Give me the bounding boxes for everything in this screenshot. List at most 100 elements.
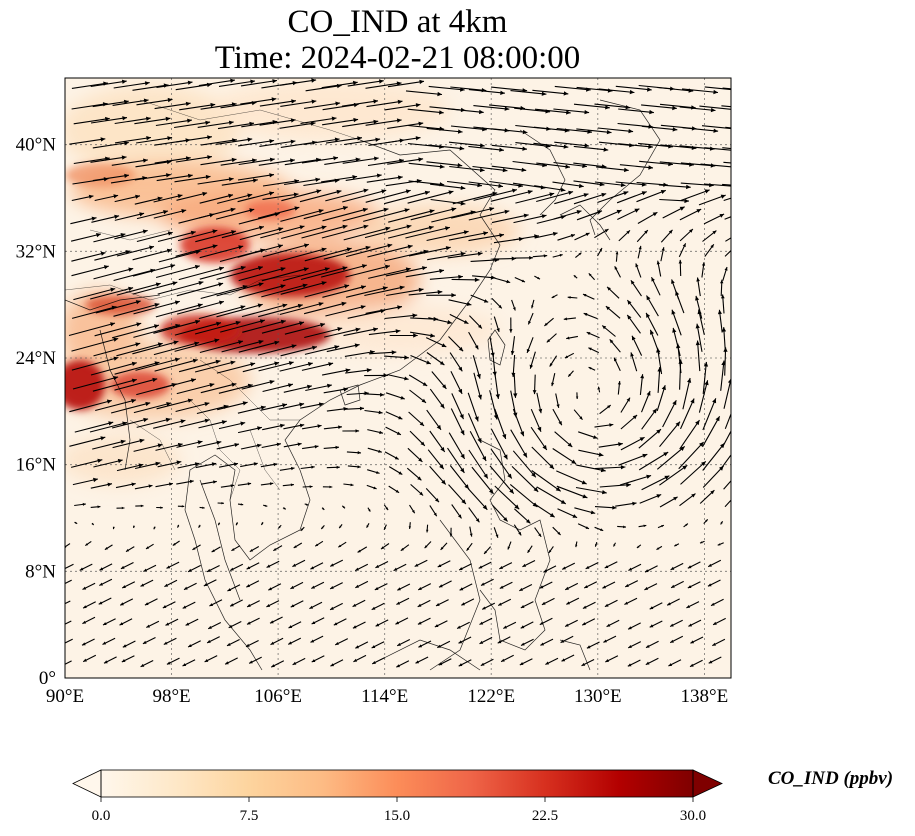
wind-arrow-shaft xyxy=(638,428,662,449)
lat-tick-label: 24°N xyxy=(16,348,57,369)
wind-arrow-shaft xyxy=(200,383,237,394)
wind-arrow-head xyxy=(58,604,62,607)
wind-arrow-shaft xyxy=(74,421,114,433)
wind-arrow-head xyxy=(357,136,362,141)
wind-arrow-shaft xyxy=(408,124,445,130)
wind-arrow-head xyxy=(110,322,115,327)
wind-arrow-shaft xyxy=(368,267,411,279)
wind-arrow-head xyxy=(598,452,604,457)
wind-arrow-shaft xyxy=(116,342,163,357)
wind-arrow-shaft xyxy=(366,100,403,108)
wind-arrow-shaft xyxy=(489,104,526,110)
wind-arrow-head xyxy=(512,188,517,193)
wind-arrow-shaft xyxy=(533,126,570,132)
wind-arrow-head xyxy=(439,464,444,470)
wind-arrow-head xyxy=(400,547,404,551)
wind-arrow-head xyxy=(439,268,444,274)
wind-arrow-head xyxy=(687,585,692,588)
wind-arrow-head xyxy=(271,97,277,102)
wind-arrow-head xyxy=(293,545,297,548)
wind-arrow-head xyxy=(140,583,145,587)
wind-arrow-head xyxy=(723,347,728,352)
wind-arrow-head xyxy=(715,416,720,422)
wind-arrow-shaft xyxy=(448,141,485,147)
wind-arrow-head xyxy=(632,335,636,341)
wind-arrow-head xyxy=(602,490,607,495)
wind-arrow-shaft xyxy=(199,245,244,259)
wind-arrow-head xyxy=(249,660,253,664)
wind-arrow-head xyxy=(754,89,759,93)
wind-arrow-head xyxy=(310,639,315,643)
wind-arrow-shaft xyxy=(304,247,352,262)
wind-arrow-head xyxy=(672,105,677,111)
lon-tick-label: 90°E xyxy=(46,686,84,707)
wind-arrow-shaft xyxy=(641,104,677,109)
wind-arrow-shaft xyxy=(280,209,324,222)
wind-arrow-shaft xyxy=(93,459,123,468)
wind-arrow-head xyxy=(144,602,149,606)
wind-arrow-shaft xyxy=(347,80,384,87)
wind-arrow-head xyxy=(128,267,134,272)
wind-arrow-shaft xyxy=(71,337,119,352)
wind-arrow-shaft xyxy=(344,138,381,146)
wind-arrow-shaft xyxy=(680,182,714,187)
wind-arrow-shaft xyxy=(136,98,173,106)
wind-arrow-head xyxy=(269,482,274,486)
wind-arrow-head xyxy=(543,254,548,258)
wind-arrow-head xyxy=(350,483,354,487)
wind-arrow-head xyxy=(606,623,611,627)
wind-arrow-head xyxy=(531,305,534,309)
wind-arrow-shaft xyxy=(723,197,731,202)
wind-arrow-head xyxy=(613,544,616,547)
wind-arrow-shaft xyxy=(553,161,587,168)
wind-arrow-head xyxy=(527,549,531,553)
wind-arrow-head xyxy=(439,164,445,169)
coastlines xyxy=(65,99,661,671)
wind-arrow-head xyxy=(274,361,280,366)
wind-arrow-head xyxy=(230,360,236,365)
wind-arrow-shaft xyxy=(133,443,163,452)
wind-arrow-shaft xyxy=(515,192,555,204)
wind-arrow-head xyxy=(221,502,224,505)
wind-arrow-shaft xyxy=(158,250,201,263)
wind-arrow-head xyxy=(269,139,275,144)
wind-arrow-head xyxy=(205,120,211,125)
wind-arrow-head xyxy=(482,606,486,610)
wind-arrow-head xyxy=(242,401,248,406)
wind-arrow-shaft xyxy=(241,303,288,318)
wind-arrow-shaft xyxy=(325,305,366,317)
wind-arrow-shaft xyxy=(304,345,340,355)
wind-arrow-shaft xyxy=(153,209,187,219)
wind-arrow-head xyxy=(157,342,163,347)
wind-arrow-head xyxy=(522,129,528,135)
wind-arrow-head xyxy=(290,158,295,163)
wind-arrow-head xyxy=(460,467,465,473)
wind-arrow-head xyxy=(682,465,688,470)
wind-arrow-shaft xyxy=(175,244,218,257)
wind-arrow-head xyxy=(167,97,173,103)
wind-arrow-head xyxy=(720,279,724,284)
wind-arrow-head xyxy=(474,345,479,350)
wind-arrow-head xyxy=(334,137,340,142)
wind-arrow-head xyxy=(671,584,675,588)
wind-arrow-shaft xyxy=(428,144,465,150)
wind-arrow-shaft xyxy=(133,324,181,338)
wind-arrow-head xyxy=(327,383,332,388)
wind-arrow-shaft xyxy=(217,122,255,130)
wind-arrow-shaft xyxy=(303,302,347,315)
wind-arrow-shaft xyxy=(702,361,707,394)
wind-arrow-shaft xyxy=(196,405,229,415)
wind-arrow-head xyxy=(510,350,515,355)
wind-arrow-shaft xyxy=(512,408,525,437)
wind-arrow-head xyxy=(360,285,366,290)
wind-arrow-head xyxy=(656,494,662,499)
wind-arrow-head xyxy=(713,621,717,625)
wind-arrow-shaft xyxy=(408,291,443,296)
wind-arrow-shaft xyxy=(682,88,719,94)
wind-arrow-shaft xyxy=(216,138,253,145)
wind-arrow-head xyxy=(699,442,704,447)
wind-arrow-head xyxy=(59,584,63,587)
lat-tick-label: 8°N xyxy=(25,561,56,582)
wind-arrow-head xyxy=(330,563,334,567)
wind-arrow-shaft xyxy=(491,128,528,134)
